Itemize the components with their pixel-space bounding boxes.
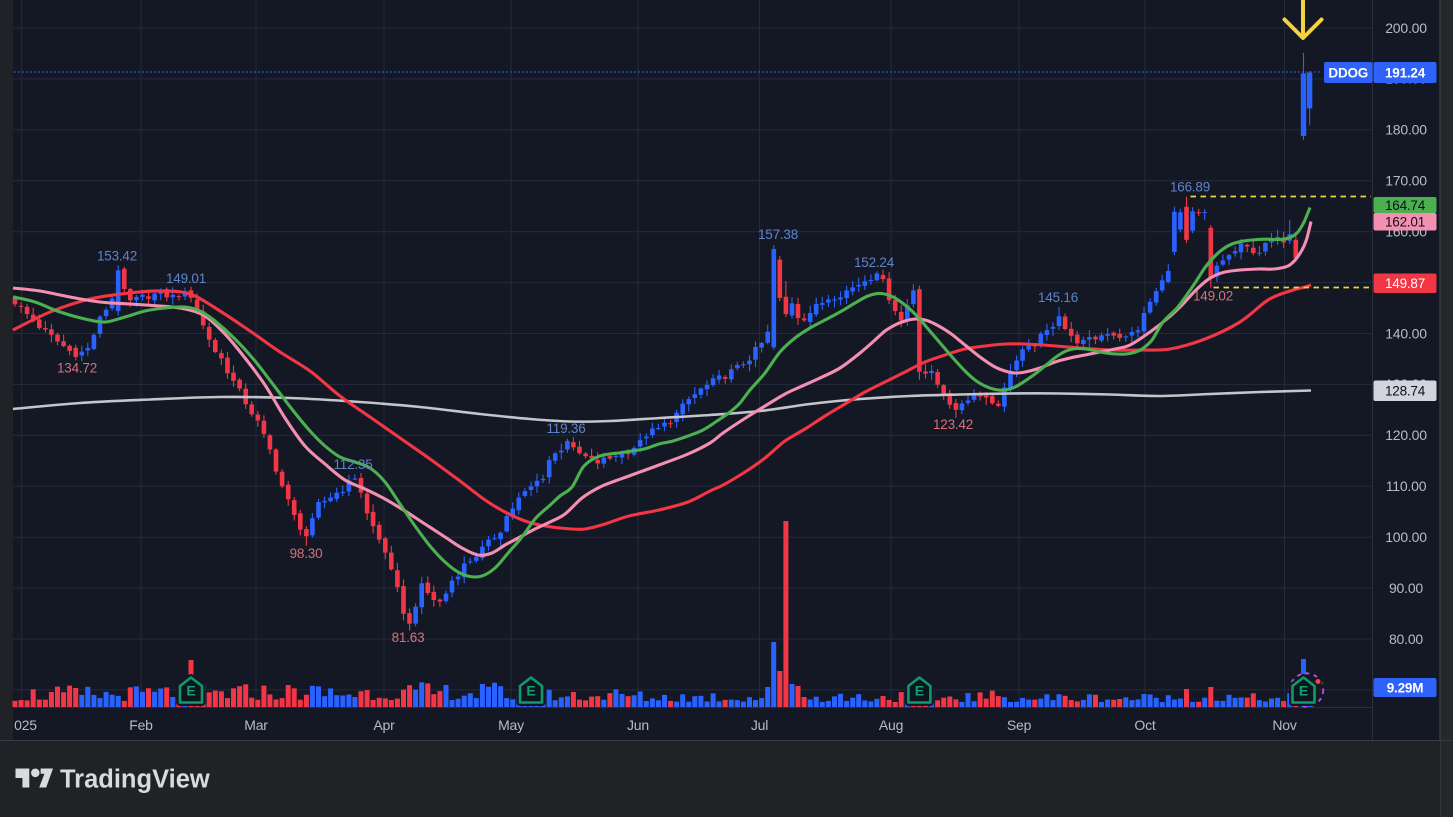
svg-text:9.29M: 9.29M [1387, 680, 1424, 695]
svg-text:90.00: 90.00 [1389, 580, 1423, 596]
svg-text:149.02: 149.02 [1193, 289, 1233, 304]
svg-text:152.24: 152.24 [854, 255, 895, 270]
svg-text:100.00: 100.00 [1385, 529, 1427, 545]
svg-text:112.35: 112.35 [333, 457, 372, 472]
svg-text:Oct: Oct [1134, 717, 1155, 733]
svg-text:134.72: 134.72 [57, 361, 97, 376]
svg-text:119.36: 119.36 [546, 421, 585, 436]
svg-text:80.00: 80.00 [1389, 631, 1423, 647]
svg-text:180.00: 180.00 [1385, 122, 1427, 138]
svg-text:98.30: 98.30 [290, 546, 323, 561]
svg-text:E: E [915, 683, 924, 699]
svg-text:E: E [526, 683, 535, 699]
svg-text:191.24: 191.24 [1385, 65, 1426, 80]
svg-text:81.63: 81.63 [392, 630, 425, 645]
svg-text:Sep: Sep [1007, 717, 1032, 733]
svg-text:Mar: Mar [244, 717, 268, 733]
svg-text:162.01: 162.01 [1385, 215, 1425, 230]
svg-text:Nov: Nov [1272, 717, 1296, 733]
svg-text:Apr: Apr [373, 717, 395, 733]
svg-text:Feb: Feb [129, 717, 153, 733]
svg-text:E: E [186, 683, 195, 699]
svg-text:May: May [498, 717, 524, 733]
svg-text:170.00: 170.00 [1385, 173, 1427, 189]
svg-text:149.01: 149.01 [166, 271, 206, 286]
svg-text:157.38: 157.38 [758, 227, 798, 242]
svg-text:Aug: Aug [879, 717, 903, 733]
svg-text:164.74: 164.74 [1385, 198, 1426, 213]
svg-text:025: 025 [14, 717, 37, 733]
svg-text:149.87: 149.87 [1385, 276, 1425, 291]
svg-text:120.00: 120.00 [1385, 427, 1427, 443]
svg-text:153.42: 153.42 [97, 249, 137, 264]
svg-text:128.74: 128.74 [1385, 384, 1426, 399]
svg-text:123.42: 123.42 [933, 417, 973, 432]
svg-text:E: E [1299, 683, 1308, 699]
svg-text:Jun: Jun [627, 717, 649, 733]
svg-text:DDOG: DDOG [1328, 65, 1368, 80]
svg-text:110.00: 110.00 [1386, 478, 1427, 494]
svg-text:TradingView: TradingView [60, 766, 210, 794]
svg-text:Jul: Jul [751, 717, 768, 733]
svg-text:140.00: 140.00 [1385, 325, 1427, 341]
svg-text:200.00: 200.00 [1385, 20, 1427, 36]
svg-text:166.89: 166.89 [1170, 180, 1210, 195]
svg-text:145.16: 145.16 [1038, 290, 1078, 305]
